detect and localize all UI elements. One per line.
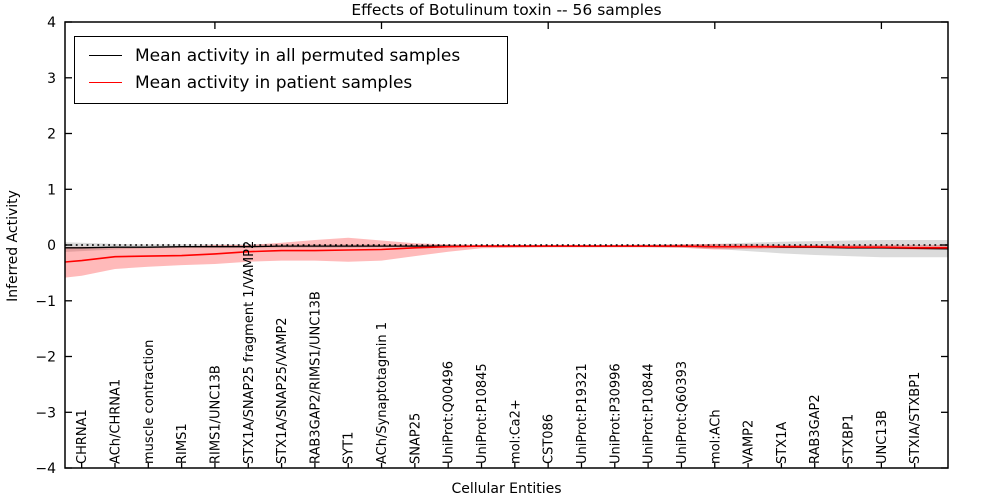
category-label: CST086 — [542, 414, 557, 464]
category-label: STX1A/SNAP25/VAMP2 — [275, 317, 290, 464]
legend-label-permuted: Mean activity in all permuted samples — [135, 45, 461, 66]
category-label: muscle contraction — [142, 340, 157, 464]
category-label: SYT1 — [342, 432, 357, 464]
legend-entry-patient: Mean activity in patient samples — [75, 69, 507, 96]
category-label: UNC13B — [875, 410, 890, 464]
y-tick-label: 4 — [47, 15, 56, 31]
category-label: UniProt:Q60393 — [675, 361, 690, 464]
plot-area — [65, 237, 948, 278]
category-label: RIMS1 — [175, 423, 190, 464]
y-tick-label: −3 — [35, 405, 56, 421]
legend: Mean activity in all permuted samples Me… — [74, 36, 508, 104]
category-label: STX1A — [775, 422, 790, 464]
y-tick-label: −2 — [35, 350, 56, 366]
patient-std-band — [65, 237, 948, 278]
category-label: CHRNA1 — [75, 409, 90, 464]
category-label: ACh/Synaptotagmin 1 — [375, 322, 390, 464]
y-tick-label: 1 — [47, 182, 56, 198]
category-label: UniProt:P30996 — [608, 363, 623, 464]
category-label: mol:ACh — [708, 409, 723, 464]
category-label: UniProt:P10844 — [642, 363, 657, 464]
y-axis-label: Inferred Activity — [5, 190, 21, 302]
category-label: UniProt:P10845 — [475, 363, 490, 464]
category-label: UniProt:Q00496 — [442, 361, 457, 464]
permuted-std-band — [65, 240, 948, 258]
legend-entry-permuted: Mean activity in all permuted samples — [75, 42, 507, 69]
y-tick-label: −1 — [35, 294, 56, 310]
y-tick-label: 2 — [47, 127, 56, 143]
category-label: STXIA/STXBP1 — [908, 372, 923, 464]
category-label: RAB3GAP2/RIMS1/UNC13B — [308, 291, 323, 464]
category-label: STXBP1 — [842, 414, 857, 464]
category-label: UniProt:P19321 — [575, 363, 590, 464]
x-axis-label: Cellular Entities — [451, 481, 562, 497]
category-label: RIMS1/UNC13B — [208, 365, 223, 464]
category-label: SNAP25 — [408, 413, 423, 464]
y-tick-label: −4 — [35, 461, 56, 477]
y-tick-label: 3 — [47, 71, 56, 87]
red-line-swatch — [89, 82, 122, 83]
category-label: STX1A/SNAP25 fragment 1/VAMP2 — [242, 241, 257, 464]
legend-label-patient: Mean activity in patient samples — [135, 72, 413, 93]
chart-title: Effects of Botulinum toxin -- 56 samples — [351, 1, 662, 19]
category-label: mol:Ca2+ — [508, 399, 523, 464]
category-label: VAMP2 — [742, 420, 757, 464]
category-label: ACh/CHRNA1 — [109, 379, 124, 464]
black-line-swatch — [89, 55, 122, 56]
category-label: RAB3GAP2 — [808, 394, 823, 464]
y-tick-label: 0 — [47, 238, 56, 254]
patient-mean-line — [65, 245, 948, 263]
